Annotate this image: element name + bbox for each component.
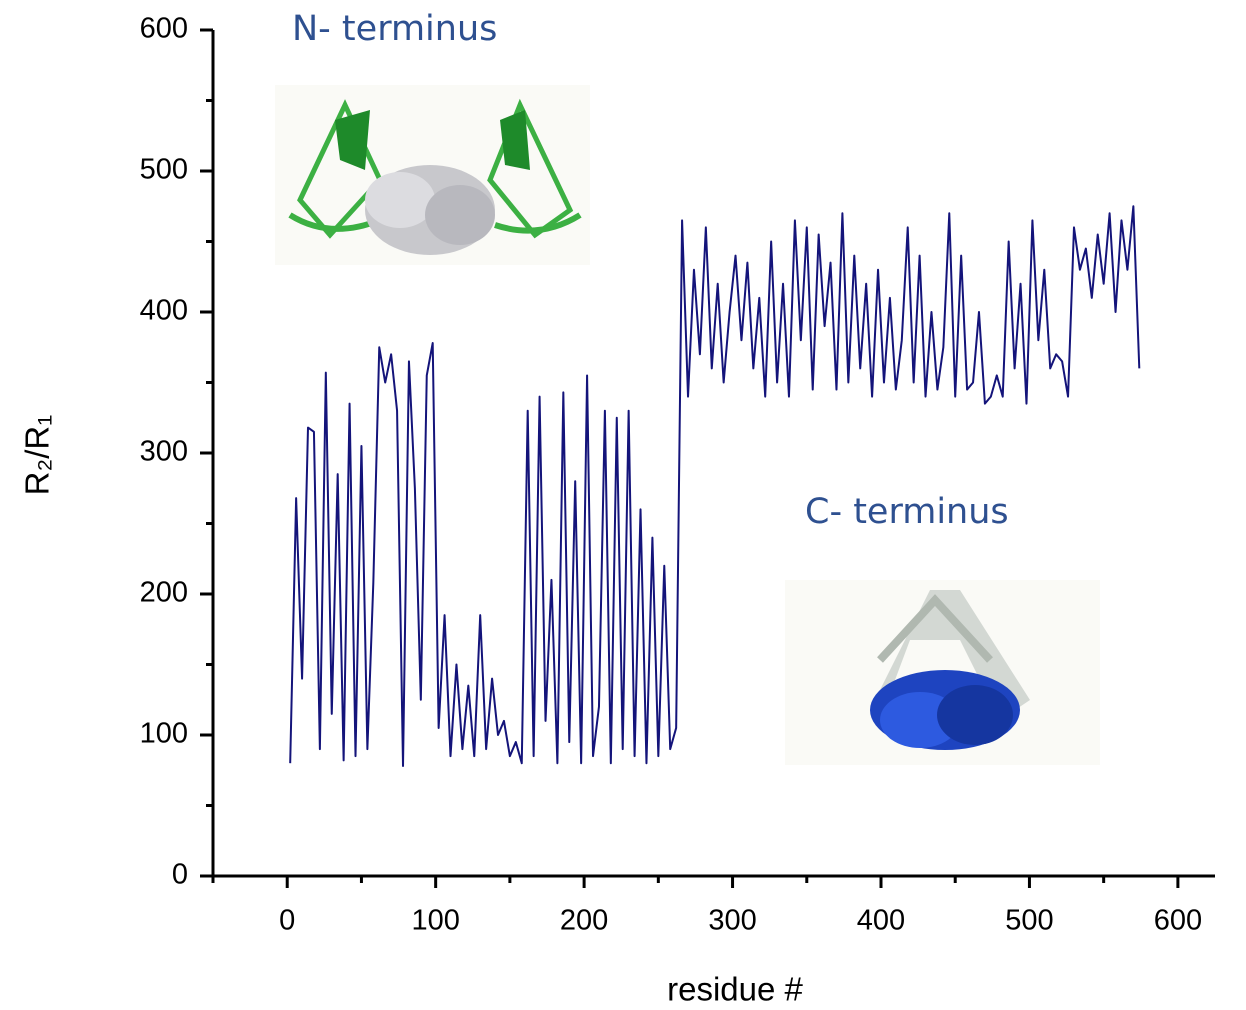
x-tick-label: 100	[411, 905, 459, 937]
y-tick-label: 200	[140, 577, 188, 609]
y-tick-label: 600	[140, 13, 188, 45]
y-tick-label: 100	[140, 718, 188, 750]
annotation: C- terminus	[805, 492, 1009, 532]
y-tick-label: 0	[172, 859, 188, 891]
data-line	[289, 205, 1141, 768]
n-terminus-structure	[275, 85, 590, 265]
x-axis-title: residue #	[667, 971, 803, 1008]
x-tick-label: 200	[560, 905, 608, 937]
y-tick-label: 300	[140, 436, 188, 468]
y-tick-label: 400	[140, 295, 188, 327]
x-tick-label: 400	[857, 905, 905, 937]
x-tick-label: 500	[1005, 905, 1053, 937]
x-tick-label: 300	[708, 905, 756, 937]
y-axis-title: R₂/R₁	[19, 415, 56, 496]
x-tick-label: 600	[1154, 905, 1202, 937]
c-terminus-structure	[785, 580, 1100, 765]
x-tick-label: 0	[279, 905, 295, 937]
y-tick-label: 500	[140, 154, 188, 186]
annotation: N- terminus	[292, 9, 497, 49]
